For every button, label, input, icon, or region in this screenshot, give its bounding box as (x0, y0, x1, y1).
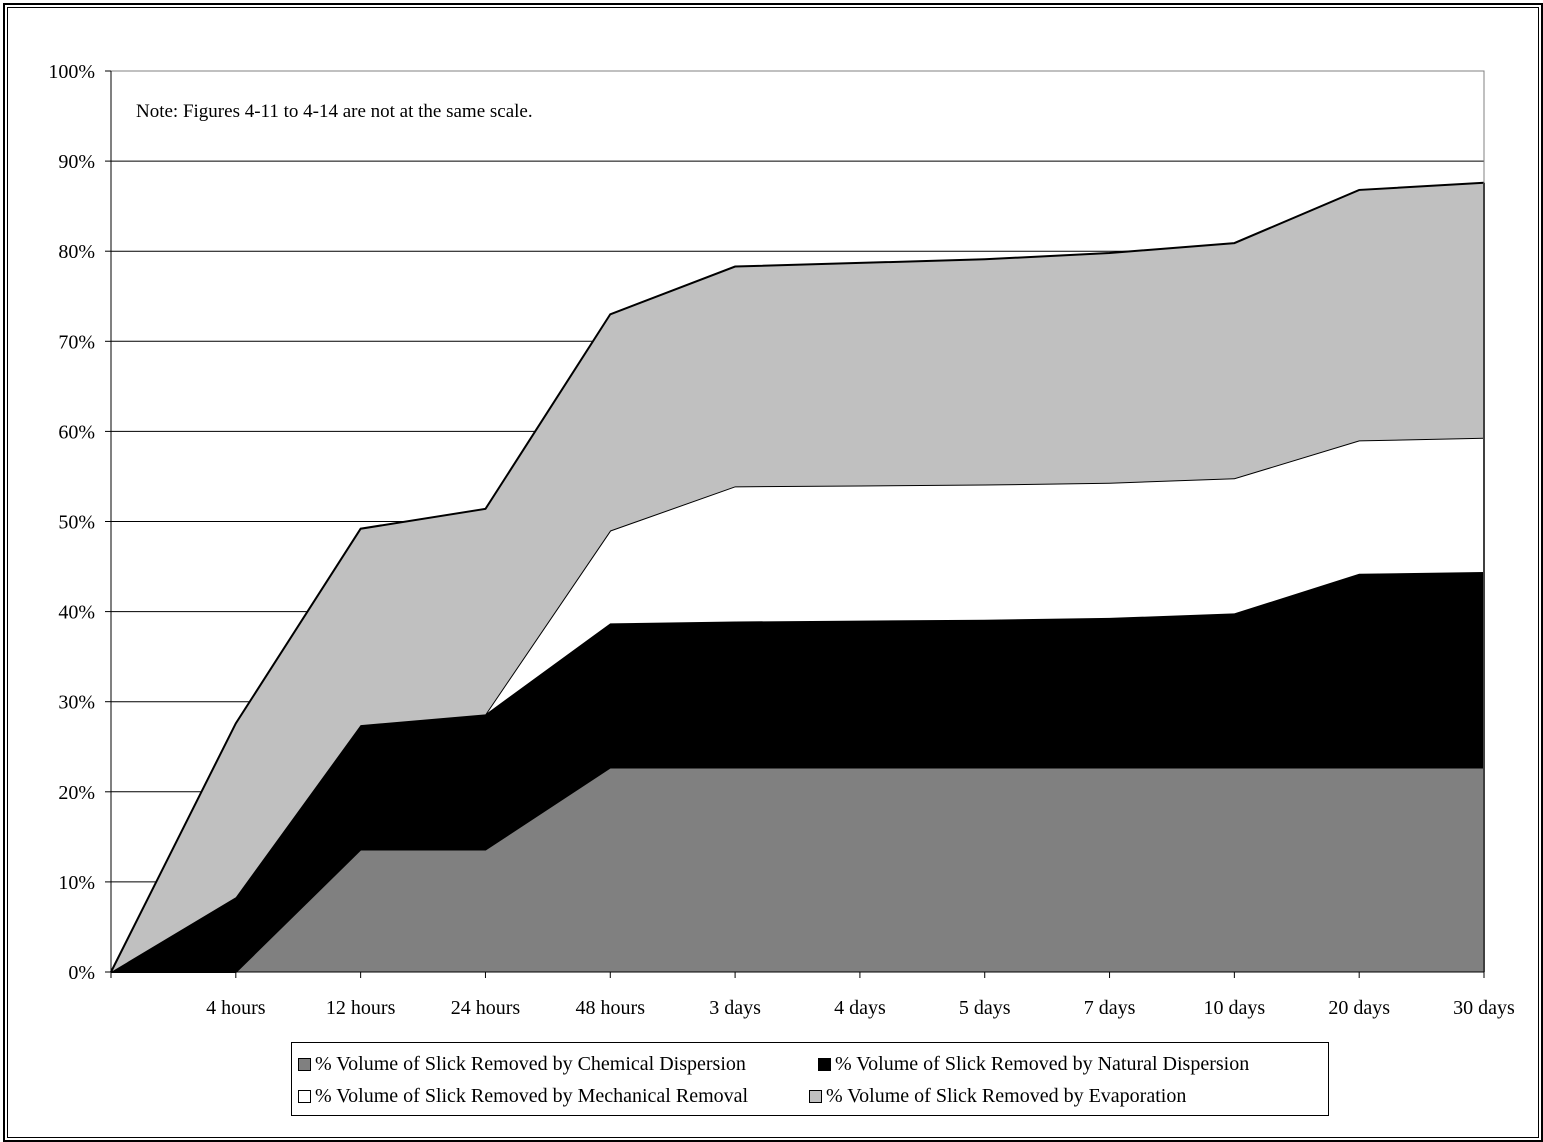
series-areas (110, 181, 1485, 973)
x-tick-label: 4 days (834, 997, 886, 1019)
chart-note: Note: Figures 4-11 to 4-14 are not at th… (136, 101, 533, 122)
area-mechanical-removal (111, 437, 1484, 972)
y-tick-label: 100% (48, 61, 95, 83)
y-tick-label: 70% (58, 331, 95, 353)
x-tick-label: 4 hours (206, 997, 266, 1019)
x-tick-label: 5 days (959, 997, 1011, 1019)
legend-item-natural-dispersion: % Volume of Slick Removed by Natural Dis… (818, 1049, 1249, 1079)
x-tick-label: 10 days (1204, 997, 1266, 1019)
x-tick-label: 24 hours (451, 997, 521, 1019)
y-tick-label: 0% (68, 962, 95, 984)
legend-label-natural-dispersion: % Volume of Slick Removed by Natural Dis… (835, 1053, 1250, 1075)
y-tick-label: 40% (58, 602, 95, 624)
outer-frame (3, 3, 1543, 1142)
area-evaporation (111, 182, 1484, 972)
y-tick-label: 30% (58, 692, 95, 714)
x-tick-label: 12 hours (326, 997, 396, 1019)
inner-frame (7, 7, 1539, 1138)
x-tick-label: 3 days (709, 997, 761, 1019)
area-natural-dispersion (111, 571, 1484, 972)
legend-label-mechanical-removal: % Volume of Slick Removed by Mechanical … (315, 1085, 749, 1107)
y-tick-label: 90% (58, 151, 95, 173)
legend-label-chemical-dispersion: % Volume of Slick Removed by Chemical Di… (315, 1053, 746, 1075)
x-tick-label: 48 hours (576, 997, 646, 1019)
axes: 0% 10% 20% 30% 40% 50% 60% 70% 80% 90% 100% 4 hours… (48, 61, 1515, 1019)
x-tick-label: 20 days (1328, 997, 1390, 1019)
area-chemical-dispersion (111, 767, 1484, 972)
y-tick-label: 20% (58, 782, 95, 804)
line-evaporation (110, 181, 1485, 973)
legend-item-mechanical-removal: % Volume of Slick Removed by Mechanical … (298, 1081, 748, 1111)
y-tick-label: 60% (58, 421, 95, 443)
legend-swatch-evaporation (809, 1090, 822, 1103)
y-tick-label: 80% (58, 241, 95, 263)
y-tick-label: 50% (58, 512, 95, 534)
legend-item-chemical-dispersion: % Volume of Slick Removed by Chemical Di… (298, 1049, 746, 1079)
legend-swatch-mechanical-removal (298, 1090, 311, 1103)
y-tick-label: 10% (58, 872, 95, 894)
legend-label-evaporation: % Volume of Slick Removed by Evaporation (826, 1085, 1187, 1107)
x-tick-label: 7 days (1084, 997, 1136, 1019)
x-tick-label: 30 days (1453, 997, 1515, 1019)
legend-swatch-natural-dispersion (818, 1058, 831, 1071)
legend: % Volume of Slick Removed by Chemical Di… (291, 1042, 1329, 1116)
legend-swatch-chemical-dispersion (298, 1058, 311, 1071)
legend-item-evaporation: % Volume of Slick Removed by Evaporation (809, 1081, 1186, 1111)
